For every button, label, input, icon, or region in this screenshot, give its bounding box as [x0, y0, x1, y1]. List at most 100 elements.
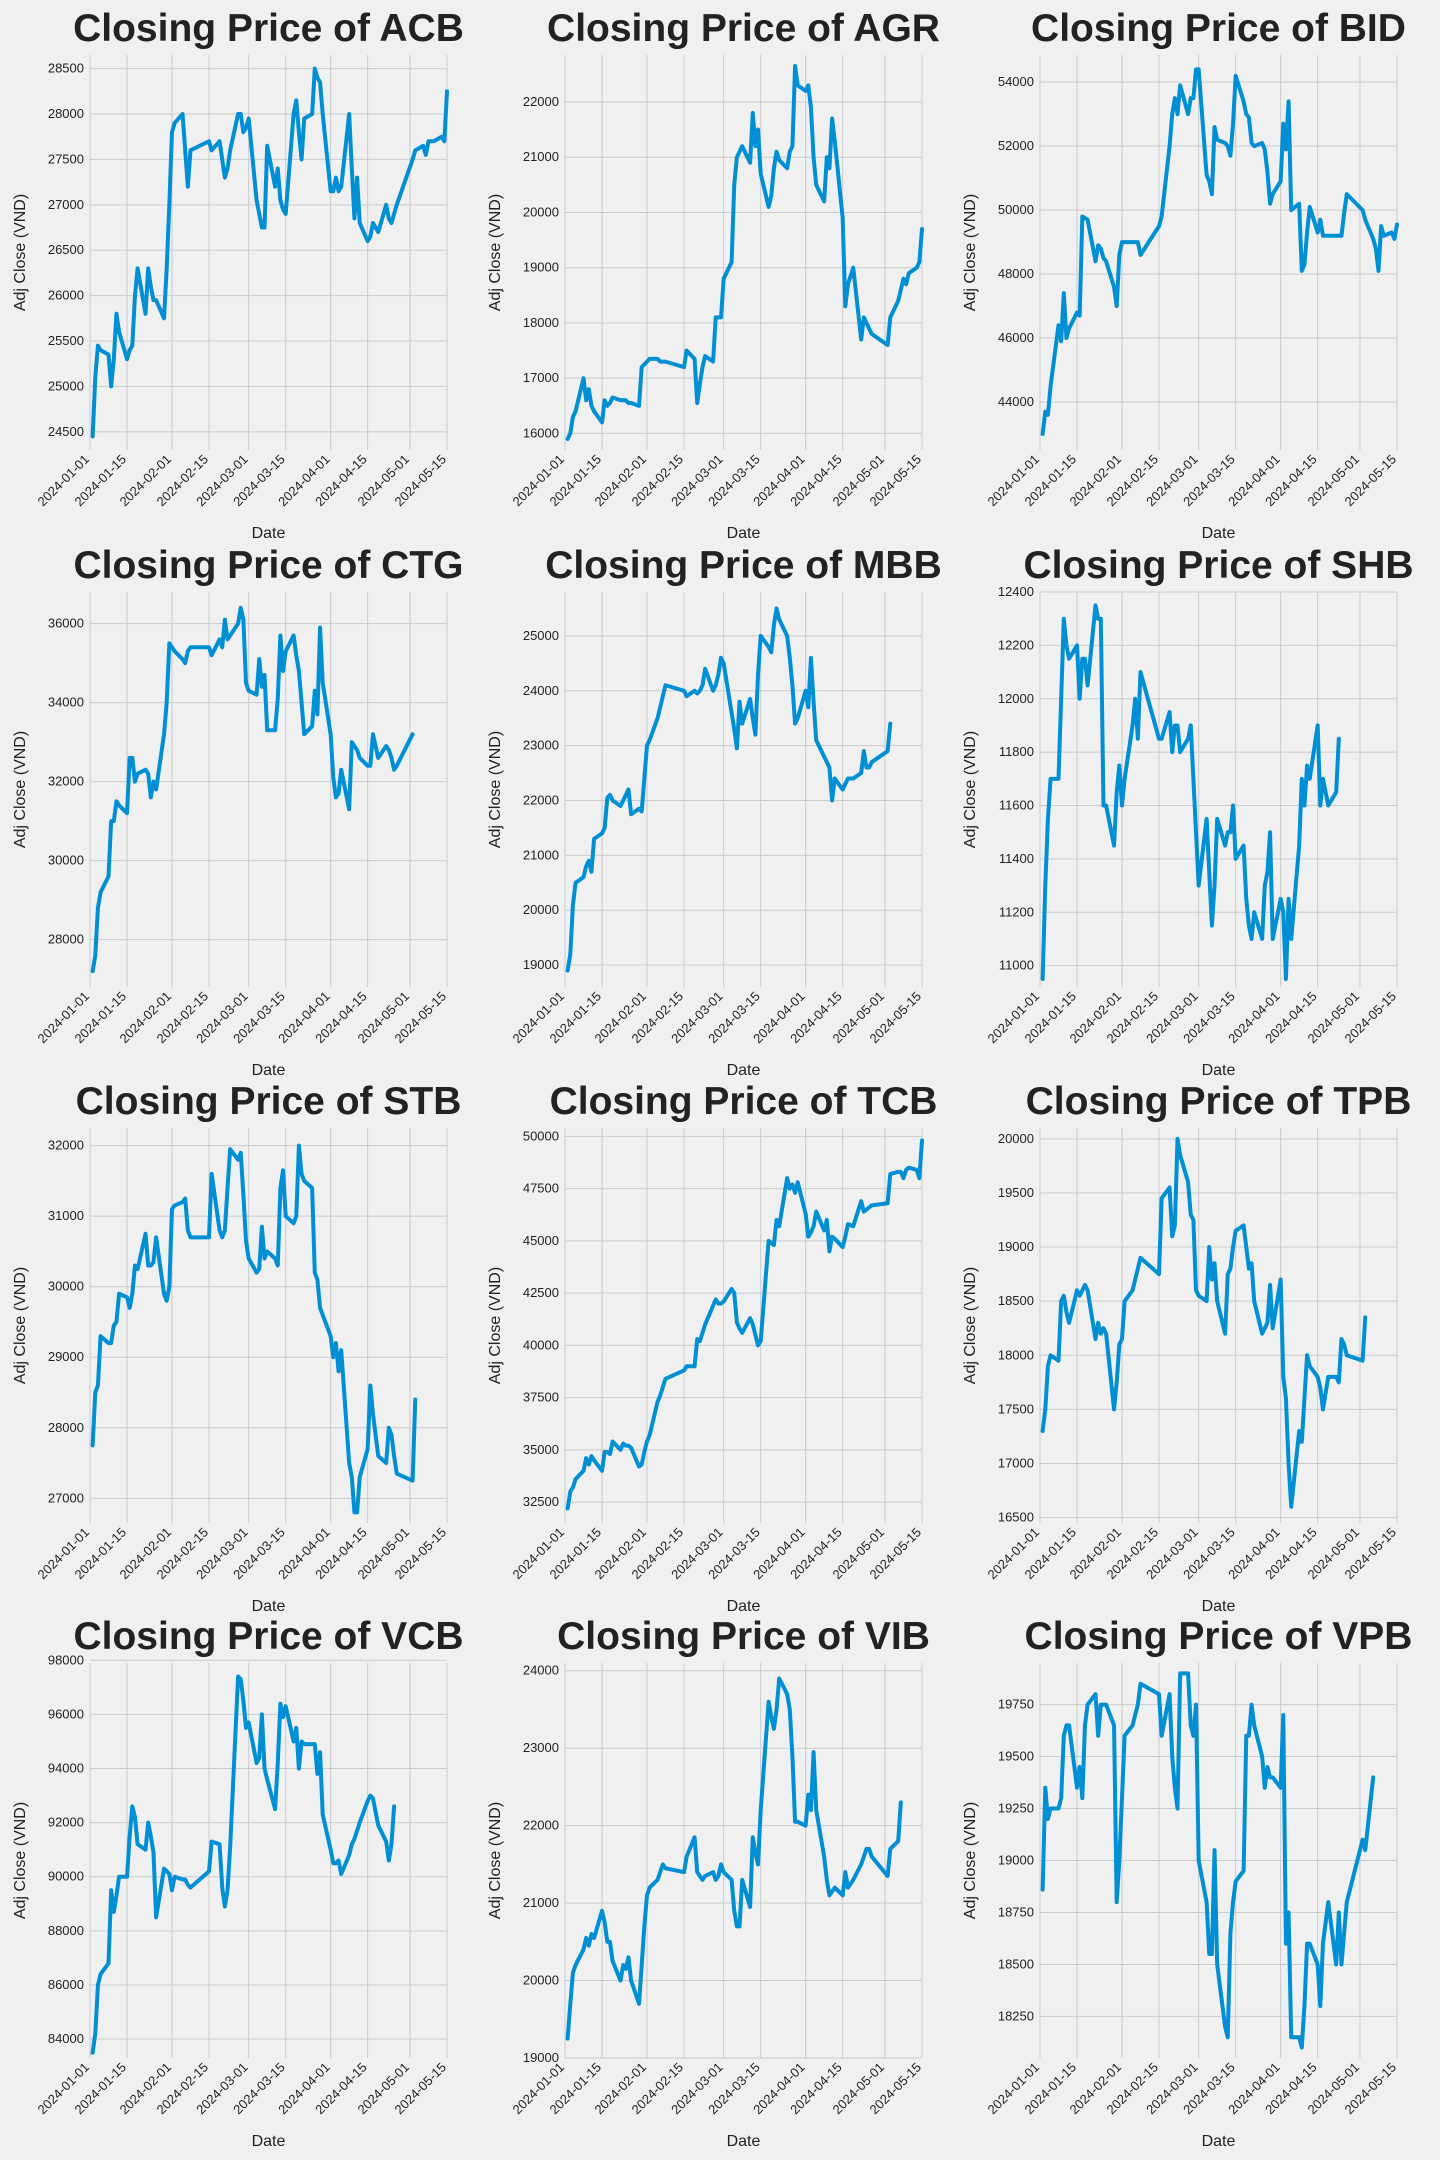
series-line: [90, 1143, 418, 1515]
x-axis-label: Date: [1202, 525, 1236, 542]
grid: [1039, 591, 1398, 987]
y-tick-label: 21000: [523, 149, 559, 164]
grid: [89, 1659, 448, 2058]
y-tick-label: 36000: [48, 616, 84, 631]
y-tick-label: 19250: [998, 1801, 1034, 1816]
y-tick-label: 27000: [48, 197, 84, 212]
series-line: [1040, 1136, 1368, 1509]
y-tick-label: 19000: [998, 1239, 1034, 1254]
y-tick-label: 19500: [998, 1185, 1034, 1200]
grid: [1039, 1128, 1398, 1523]
y-tick-label: 18250: [998, 2008, 1034, 2023]
y-tick-label: 50000: [998, 202, 1034, 217]
chart-title: Closing Price of CTG: [73, 544, 463, 587]
y-tick-label: 31000: [48, 1208, 84, 1223]
y-tick-label: 20000: [523, 1973, 559, 1988]
x-axis-label: Date: [1202, 1598, 1236, 1615]
y-tick-label: 48000: [998, 266, 1034, 281]
y-tick-label: 25500: [48, 333, 84, 348]
grid: [1039, 1663, 1398, 2058]
y-tick-label: 84000: [48, 2031, 84, 2046]
y-tick-label: 25000: [48, 378, 84, 393]
y-tick-label: 11200: [999, 904, 1034, 919]
y-tick-label: 24500: [48, 424, 84, 439]
y-axis-label: Adj Close (VND): [487, 1267, 504, 1384]
y-tick-label: 27000: [48, 1490, 84, 1505]
grid: [564, 1663, 923, 2059]
y-axis-label: Adj Close (VND): [12, 1802, 29, 1919]
chart-panel-3: 28000300003200034000360002024-01-012024-…: [12, 544, 464, 1079]
y-tick-label: 32000: [48, 774, 84, 789]
y-tick-label: 28000: [48, 932, 84, 947]
y-tick-label: 94000: [48, 1761, 84, 1776]
y-tick-label: 32000: [48, 1138, 84, 1153]
y-tick-label: 92000: [48, 1815, 84, 1830]
y-tick-label: 20000: [523, 902, 559, 917]
y-tick-label: 16500: [998, 1510, 1034, 1525]
y-axis-label: Adj Close (VND): [487, 194, 504, 311]
y-tick-label: 44000: [998, 394, 1034, 409]
y-tick-label: 19500: [998, 1749, 1034, 1764]
y-tick-label: 29000: [48, 1349, 84, 1364]
y-tick-label: 21000: [523, 1895, 559, 1910]
y-tick-label: 21000: [523, 847, 559, 862]
chart-title: Closing Price of MBB: [545, 544, 942, 587]
y-axis-label: Adj Close (VND): [12, 194, 29, 311]
y-tick-label: 11800: [999, 744, 1034, 759]
y-tick-label: 27500: [48, 151, 84, 166]
y-tick-label: 25000: [523, 628, 559, 643]
y-axis-label: Adj Close (VND): [12, 731, 29, 848]
y-tick-label: 22000: [523, 792, 559, 807]
chart-title: Closing Price of VIB: [557, 1615, 930, 1658]
x-axis-label: Date: [252, 2133, 286, 2150]
y-tick-label: 19000: [523, 260, 559, 275]
chart-title: Closing Price of TPB: [1026, 1080, 1412, 1123]
series-line: [90, 66, 449, 439]
y-tick-label: 50000: [523, 1128, 559, 1143]
y-axis-label: Adj Close (VND): [962, 731, 979, 848]
y-tick-label: 18750: [998, 1904, 1034, 1919]
x-axis-label: Date: [727, 1598, 761, 1615]
series-line: [90, 1674, 397, 2055]
y-tick-label: 32500: [523, 1494, 559, 1509]
y-tick-label: 18500: [998, 1956, 1034, 1971]
y-tick-label: 42500: [523, 1285, 559, 1300]
grid: [564, 1128, 923, 1523]
y-tick-label: 11600: [999, 798, 1034, 813]
y-tick-label: 16000: [523, 425, 559, 440]
y-tick-label: 20000: [523, 204, 559, 219]
x-axis-label: Date: [252, 1062, 286, 1079]
chart-title: Closing Price of BID: [1031, 7, 1406, 50]
y-tick-label: 22000: [523, 94, 559, 109]
chart-title: Closing Price of ACB: [73, 7, 464, 50]
y-tick-label: 28500: [48, 61, 84, 76]
chart-title: Closing Price of SHB: [1023, 544, 1413, 587]
chart-title: Closing Price of VCB: [73, 1615, 463, 1658]
y-tick-label: 26500: [48, 242, 84, 257]
y-tick-label: 23000: [523, 1740, 559, 1755]
y-tick-label: 11000: [999, 958, 1034, 973]
y-tick-label: 18500: [998, 1293, 1034, 1308]
y-tick-label: 28000: [48, 106, 84, 121]
y-tick-label: 20000: [998, 1131, 1034, 1146]
y-tick-label: 12400: [998, 584, 1034, 599]
series-line: [565, 64, 924, 441]
y-axis-label: Adj Close (VND): [487, 731, 504, 848]
y-tick-label: 86000: [48, 1977, 84, 1992]
y-tick-label: 23000: [523, 738, 559, 753]
y-tick-label: 17000: [523, 370, 559, 385]
y-tick-label: 12000: [998, 691, 1034, 706]
x-axis-label: Date: [252, 1598, 286, 1615]
y-tick-label: 11400: [999, 851, 1034, 866]
x-axis-label: Date: [727, 1062, 761, 1079]
y-tick-label: 54000: [998, 74, 1034, 89]
y-tick-label: 46000: [998, 330, 1034, 345]
y-tick-label: 22000: [523, 1818, 559, 1833]
grid: [1039, 55, 1398, 450]
x-axis-label: Date: [1202, 1062, 1236, 1079]
y-tick-label: 18000: [998, 1347, 1034, 1362]
y-tick-label: 45000: [523, 1233, 559, 1248]
x-axis-label: Date: [727, 525, 761, 542]
y-tick-label: 28000: [48, 1420, 84, 1435]
